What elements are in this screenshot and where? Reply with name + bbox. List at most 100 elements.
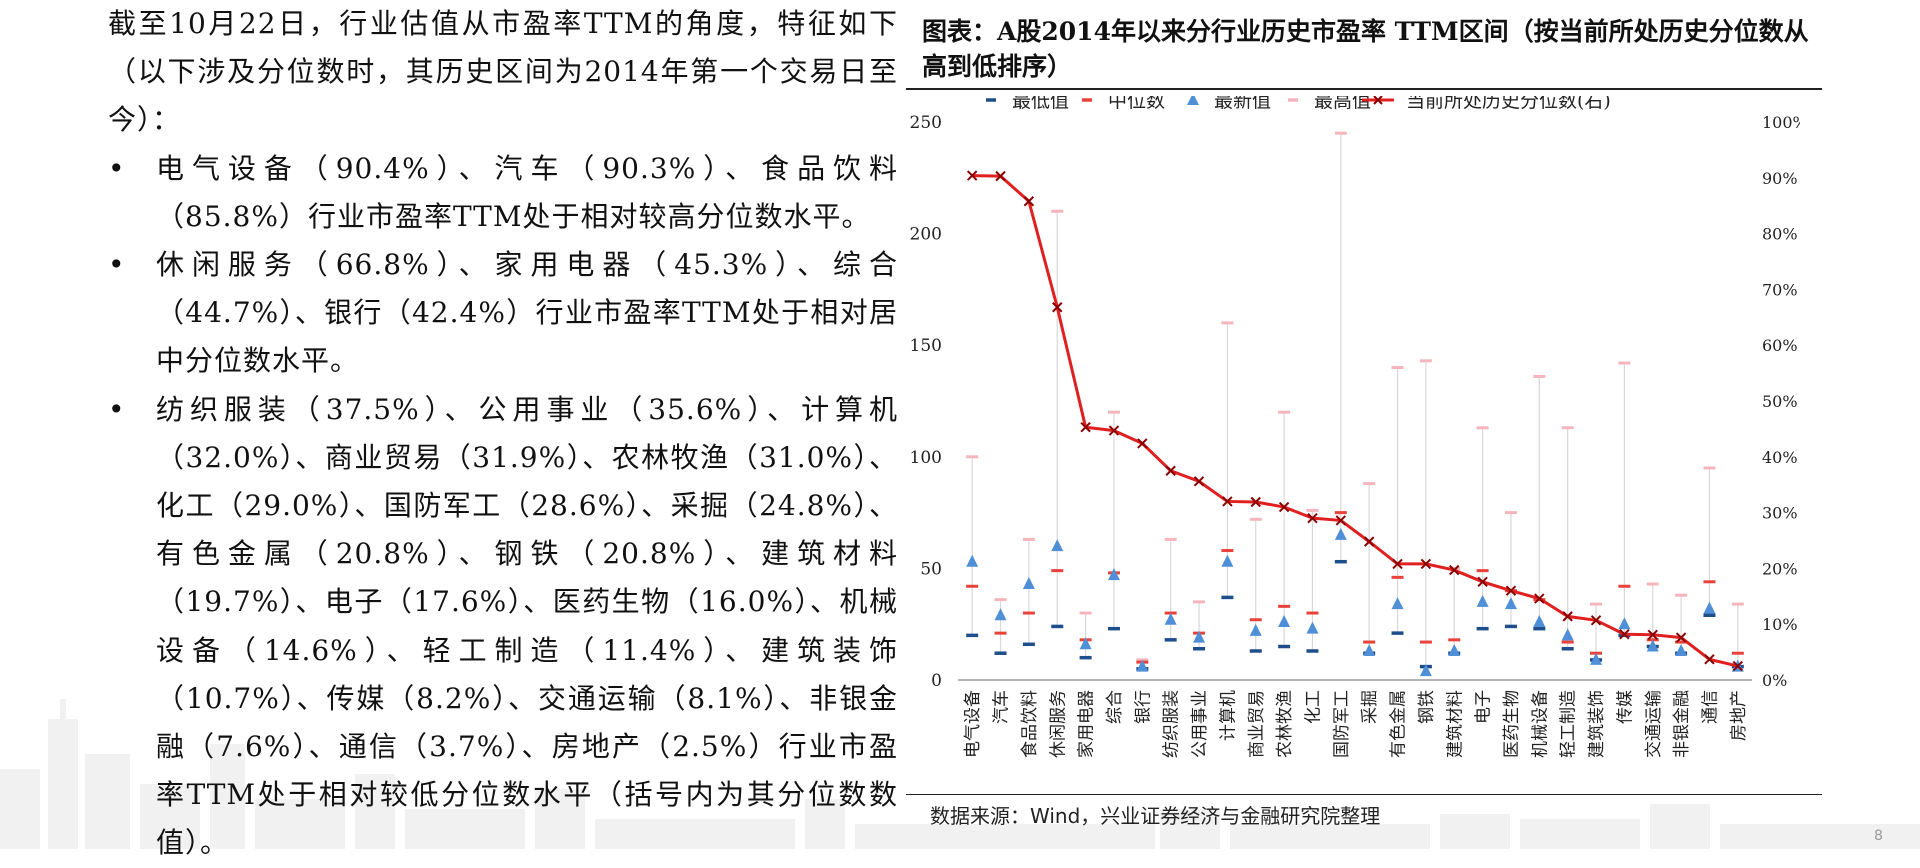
y-left-tick-label: 0	[931, 671, 942, 691]
legend-label: 当前所处历史分位数(右)	[1406, 96, 1611, 112]
legend-label: 中位数	[1108, 96, 1165, 112]
latest-marker	[1107, 568, 1120, 581]
latest-marker	[1193, 630, 1206, 643]
percentile-point	[1052, 302, 1063, 313]
x-tick-label: 采掘	[1360, 690, 1380, 724]
percentile-point	[1590, 615, 1602, 626]
latest-marker	[1675, 643, 1688, 656]
x-tick-label: 建筑材料	[1445, 690, 1465, 758]
latest-marker	[1164, 612, 1177, 625]
x-tick-label: 有色金属	[1389, 690, 1409, 758]
latest-marker	[1334, 527, 1347, 540]
percentile-point	[1165, 465, 1176, 476]
bullet-mid: 休闲服务（66.8%）、家用电器（45.3%）、综合（44.7%）、银行（42.…	[108, 241, 898, 386]
y-left-tick-label: 150	[910, 336, 942, 356]
x-tick-label: 纺织服装	[1162, 690, 1182, 758]
page-number: 8	[1874, 828, 1883, 844]
y-left-tick-label: 50	[920, 559, 942, 579]
x-tick-label: 房地产	[1729, 690, 1749, 741]
latest-marker	[1533, 614, 1546, 627]
whisker-lines	[971, 133, 1739, 669]
percentile-point	[1250, 496, 1261, 508]
x-tick-label: 传媒	[1615, 690, 1635, 724]
percentile-point	[1647, 629, 1658, 641]
chart-title: 图表：A股2014年以来分行业历史市盈率 TTM区间（按当前所处历史分位数从高到…	[922, 17, 1809, 81]
y-right-tick-label: 70%	[1762, 280, 1798, 299]
percentile-point	[1619, 629, 1630, 640]
y-right-tick-label: 20%	[1762, 559, 1798, 578]
percentile-point	[1137, 438, 1148, 449]
percentile-point	[1193, 476, 1205, 487]
latest-marker	[1306, 621, 1319, 634]
latest-marker	[1221, 554, 1234, 567]
latest-marker	[1561, 628, 1574, 641]
pe-range-chart: 0 50 100 150 200 250 0% 10% 20% 30% 40% 50% 60% 70% 80…	[910, 96, 1800, 758]
x-tick-label: 国防军工	[1332, 690, 1352, 758]
latest-marker	[1022, 577, 1035, 590]
bullet-high: 电气设备（90.4%）、汽车（90.3%）、食品饮料（85.8%）行业市盈率TT…	[108, 145, 898, 241]
intro-paragraph: 截至10月22日，行业估值从市盈率TTM的角度，特征如下（以下涉及分位数时，其历…	[108, 7, 898, 137]
percentile-point	[1023, 196, 1035, 207]
percentile-point	[1675, 632, 1687, 643]
latest-marker	[1476, 594, 1489, 607]
x-tick-label: 交通运输	[1644, 690, 1664, 758]
y-left-tick-label: 250	[910, 113, 942, 133]
legend-swatch	[1187, 96, 1199, 105]
percentile-line	[966, 170, 1744, 672]
percentile-point	[1335, 515, 1347, 526]
x-tick-label: 综合	[1105, 690, 1125, 724]
percentile-point	[1080, 422, 1091, 433]
percentile-point	[1307, 512, 1318, 524]
x-tick-label: 建筑装饰	[1587, 690, 1607, 758]
latest-marker	[1363, 643, 1376, 656]
y-right-tick-label: 0%	[1762, 671, 1787, 690]
x-tick-label: 化工	[1303, 690, 1323, 724]
y-right-tick-label: 30%	[1762, 504, 1798, 523]
source-note: 数据来源：Wind，兴业证券经济与金融研究院整理	[930, 804, 1381, 828]
x-tick-label: 轻工制造	[1559, 690, 1579, 758]
percentile-point	[1732, 660, 1744, 672]
x-tick-label: 非银金融	[1672, 690, 1692, 758]
x-tick-label: 银行	[1133, 690, 1153, 724]
latest-marker	[1051, 539, 1064, 552]
title-divider	[906, 88, 1822, 90]
latest-marker	[1079, 637, 1092, 650]
x-axis-labels: 电气设备 汽车 食品饮料 休闲服务 家用电器 综合 银行 纺织服装 公用事业 计算机 商业贸易 农林牧…	[963, 690, 1749, 758]
legend-label: 最低值	[1012, 96, 1069, 112]
percentile-point	[1449, 564, 1460, 576]
percentile-point	[1363, 536, 1375, 547]
percentile-point	[1278, 501, 1290, 513]
y-right-tick-label: 100%	[1762, 113, 1800, 132]
x-tick-label: 钢铁	[1417, 690, 1437, 724]
x-tick-label: 计算机	[1218, 690, 1238, 741]
latest-marker	[1249, 623, 1262, 636]
latest-marker	[1136, 659, 1149, 672]
x-tick-label: 机械设备	[1530, 690, 1550, 758]
x-tick-label: 医药生物	[1502, 690, 1522, 758]
percentile-point	[1505, 585, 1517, 596]
percentile-point	[1534, 593, 1545, 604]
chart-axes: 0 50 100 150 200 250 0% 10% 20% 30% 40% 50% 60% 70% 80…	[910, 113, 1800, 691]
y-right-tick-label: 40%	[1762, 448, 1798, 467]
latest-marker	[1278, 614, 1291, 627]
y-right-tick-label: 60%	[1762, 336, 1798, 355]
bullet-low: 纺织服装（37.5%）、公用事业（35.6%）、计算机（32.0%）、商业贸易（…	[108, 386, 898, 868]
commentary-text: 截至10月22日，行业估值从市盈率TTM的角度，特征如下（以下涉及分位数时，其历…	[108, 0, 898, 868]
latest-marker	[994, 608, 1007, 621]
percentile-point	[995, 170, 1006, 182]
percentile-point	[1704, 654, 1715, 665]
latest-marker	[1646, 639, 1659, 652]
latest-marker	[1504, 597, 1517, 610]
series-markers	[966, 131, 1744, 677]
percentile-point	[1392, 558, 1403, 570]
x-tick-label: 公用事业	[1190, 690, 1210, 758]
x-tick-label: 通信	[1700, 690, 1720, 724]
percentile-point	[1477, 576, 1488, 587]
y-right-tick-label: 90%	[1762, 169, 1798, 188]
source-divider	[906, 794, 1822, 795]
x-tick-label: 食品饮料	[1020, 690, 1040, 758]
y-right-tick-label: 50%	[1762, 392, 1798, 411]
latest-marker	[1419, 664, 1432, 677]
percentile-point	[1562, 611, 1573, 622]
latest-marker	[1590, 652, 1603, 665]
